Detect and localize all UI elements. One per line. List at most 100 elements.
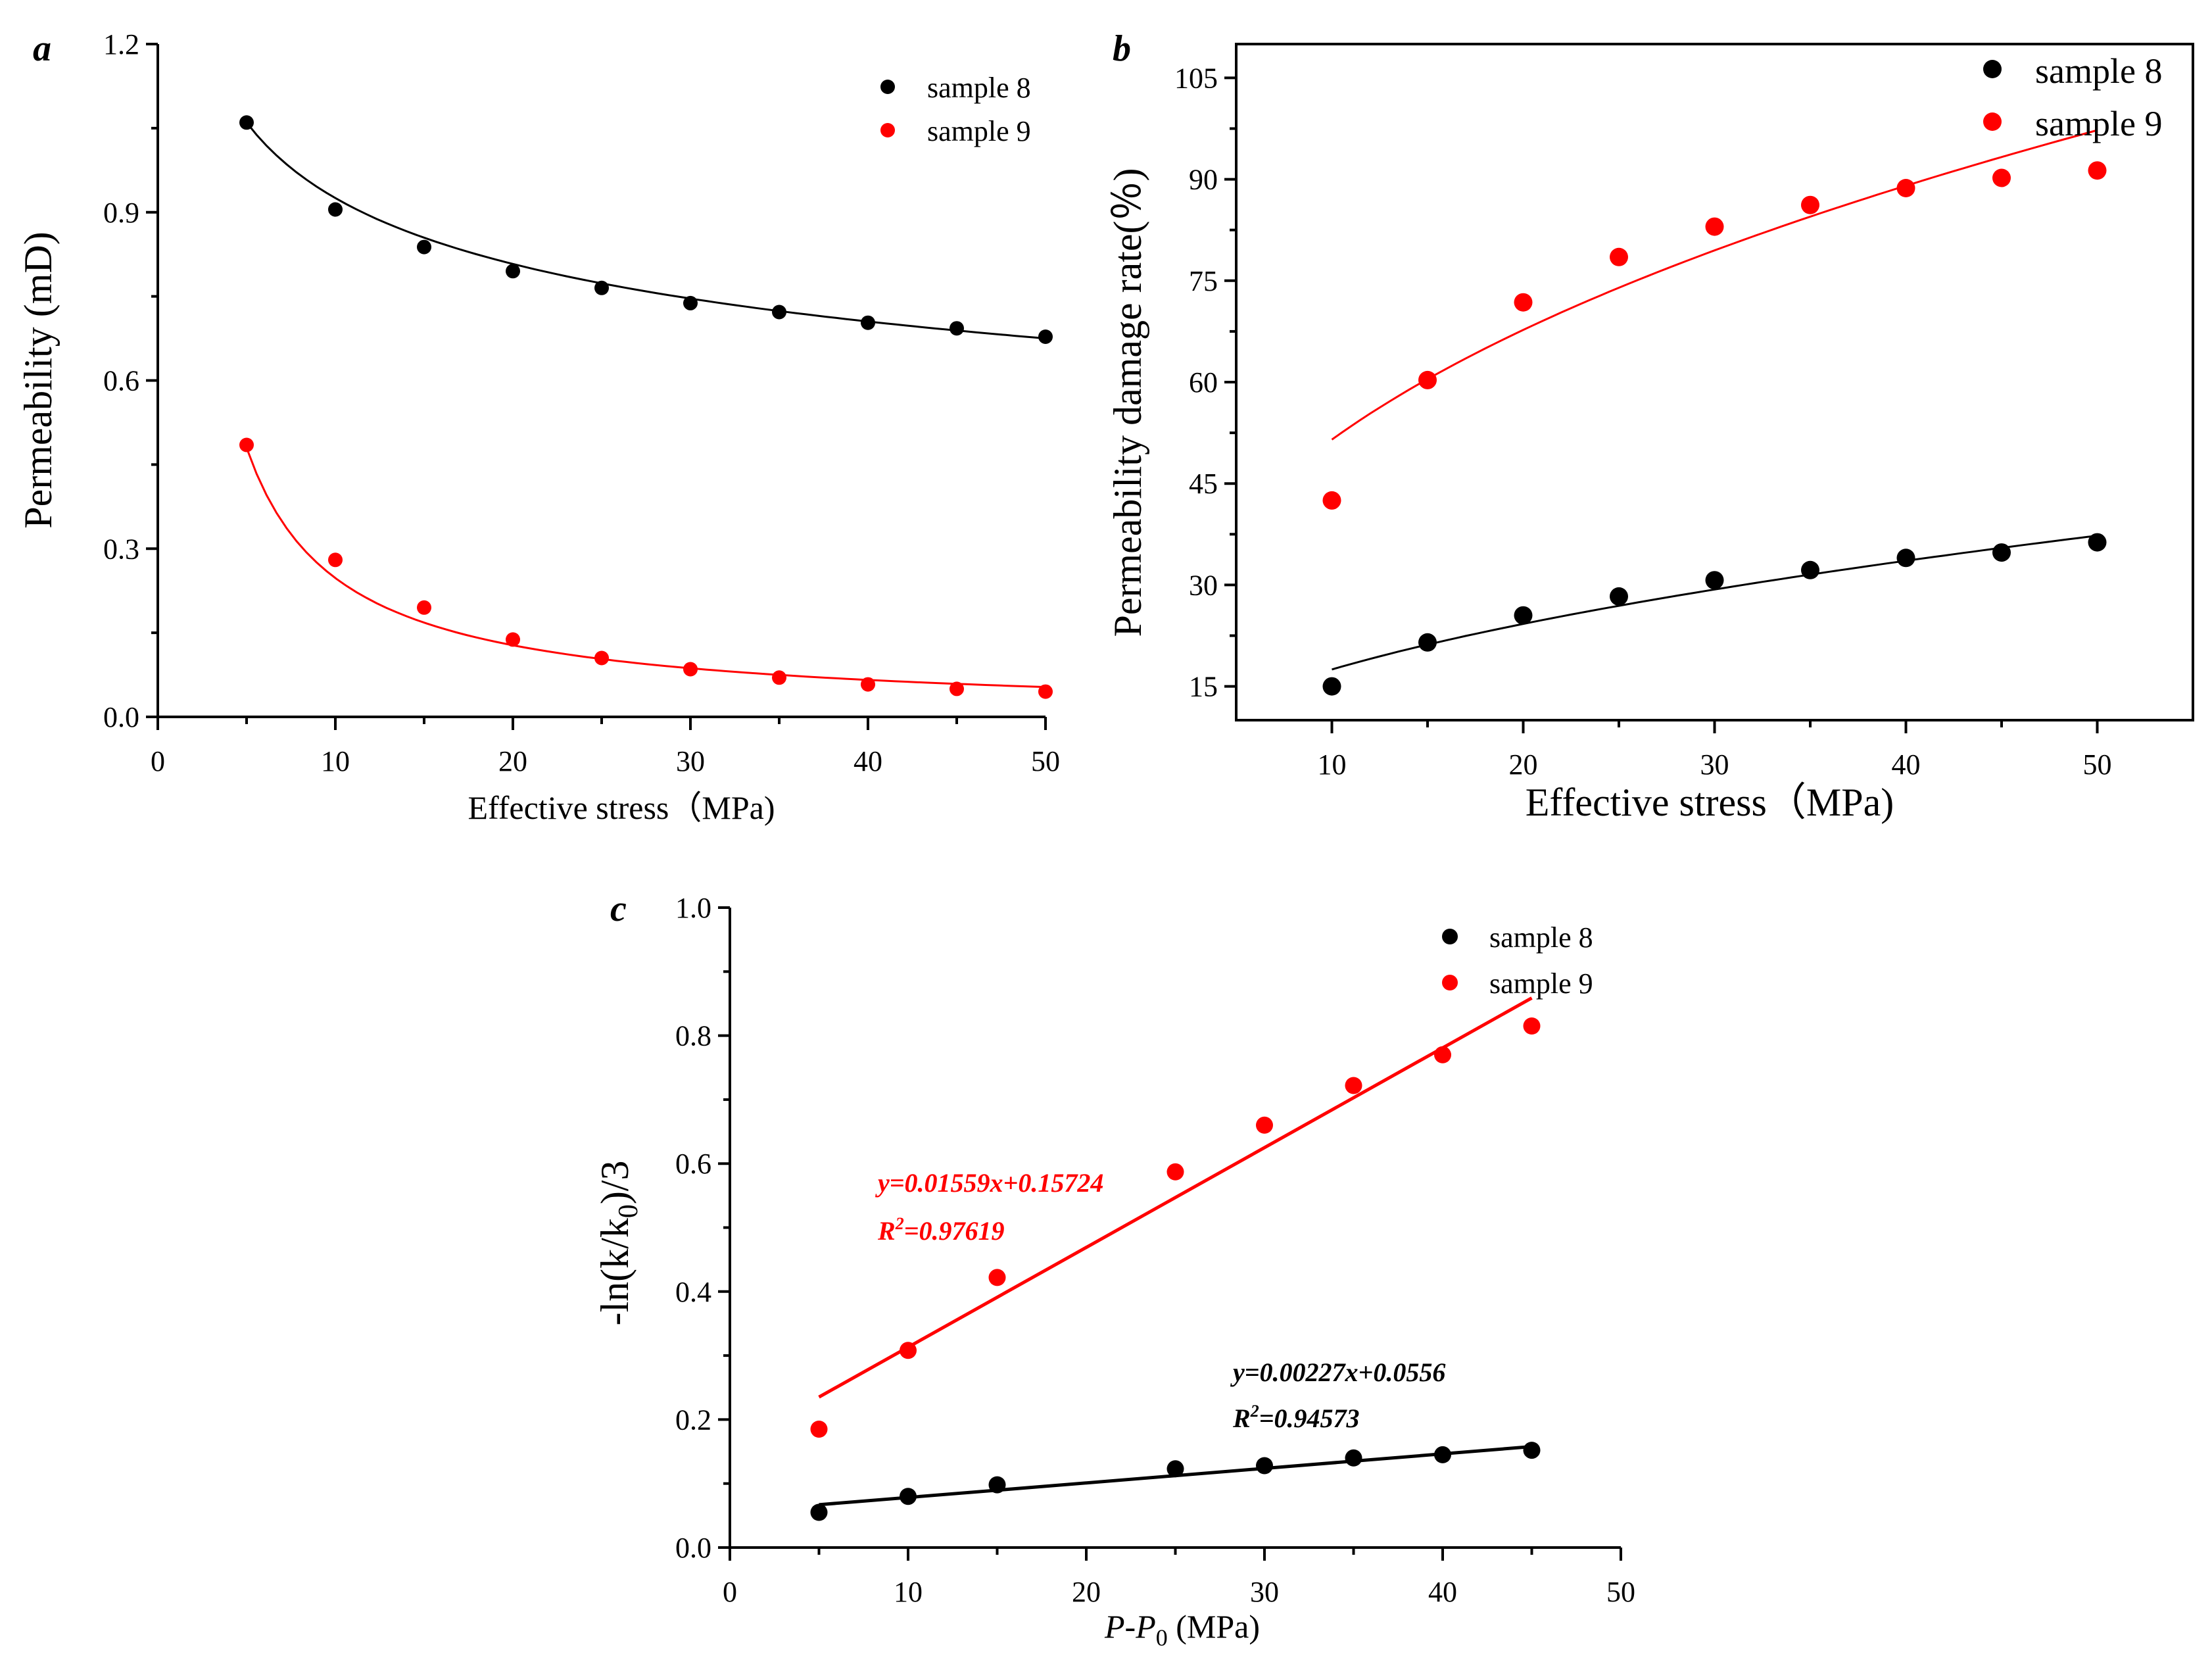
panel-b-point-sample-8 bbox=[1992, 543, 2011, 562]
panel-a-point-sample-9 bbox=[239, 437, 254, 452]
panel-a-point-sample-9 bbox=[1038, 684, 1053, 699]
panel-b-x-tick-label: 50 bbox=[2083, 748, 2112, 781]
panel-a-point-sample-9 bbox=[861, 677, 875, 692]
panel-c-r2-sample-9-value: =0.97619 bbox=[904, 1216, 1005, 1246]
panel-a-label: a bbox=[33, 28, 51, 69]
panel-b-legend-label-sample-9: sample 9 bbox=[2035, 104, 2162, 143]
panel-c-x-tick-label: 30 bbox=[1250, 1576, 1279, 1608]
panel-b-y-tick-label: 105 bbox=[1174, 62, 1218, 94]
panel-c-x-tick-label: 50 bbox=[1606, 1576, 1635, 1608]
panel-c-point-sample-9 bbox=[1434, 1046, 1451, 1063]
panel-b-point-sample-9 bbox=[1992, 168, 2011, 187]
panel-c-data-points bbox=[810, 1017, 1541, 1521]
panel-c-fit-sample-9 bbox=[818, 996, 1533, 1399]
panel-a-point-sample-9 bbox=[772, 670, 786, 685]
panel-b-legend-marker-sample-9 bbox=[1983, 112, 2002, 131]
panel-b-legend-marker-sample-8 bbox=[1983, 60, 2002, 78]
panel-b-point-sample-9 bbox=[1322, 491, 1341, 510]
panel-c-y-tick-label: 0.4 bbox=[675, 1276, 711, 1308]
panel-a-x-tick-label: 30 bbox=[676, 745, 705, 777]
panel-c-legend-marker-sample-8 bbox=[1442, 929, 1458, 944]
panel-a-point-sample-8 bbox=[861, 315, 875, 330]
panel-c-x-tick-label: 40 bbox=[1428, 1576, 1457, 1608]
panel-a-point-sample-9 bbox=[950, 681, 964, 696]
panel-c-r2-sample-8-value: =0.94573 bbox=[1259, 1404, 1360, 1433]
panel-c-equation-sample-9: y=0.01559x+0.15724 bbox=[875, 1168, 1103, 1198]
panel-a-point-sample-9 bbox=[683, 662, 698, 677]
panel-b-y-ticks: 15 30 45 60 75 90 105 bbox=[1174, 62, 1236, 703]
panel-c-y-ticks: 0.0 0.2 0.4 0.6 0.8 1.0 bbox=[675, 892, 730, 1564]
panel-c-y-axis-title: -ln(k/k0)/3 bbox=[593, 1161, 644, 1326]
panel-c-x-tick-label: 0 bbox=[723, 1576, 737, 1608]
panel-a-legend-marker-sample-9 bbox=[880, 123, 895, 137]
panel-a-x-tick-label: 10 bbox=[321, 745, 350, 777]
panel-a-y-tick-label: 0.9 bbox=[103, 197, 139, 229]
panel-b-y-tick-label: 90 bbox=[1189, 164, 1218, 196]
panel-c-r2-sample-8-prefix: R bbox=[1232, 1404, 1251, 1433]
panel-b-x-tick-label: 40 bbox=[1892, 748, 1921, 781]
panel-c-label: c bbox=[610, 889, 627, 929]
panel-c-x-tick-label: 10 bbox=[894, 1576, 923, 1608]
panel-a-y-tick-label: 0.3 bbox=[103, 533, 139, 565]
panel-a-fit-sample-9 bbox=[245, 447, 1046, 689]
panel-b-y-tick-label: 75 bbox=[1189, 265, 1218, 297]
panel-a-x-axis-title: Effective stress（MPa) bbox=[468, 789, 775, 826]
panel-c-point-sample-8 bbox=[900, 1488, 917, 1505]
panel-b-x-axis-title: Effective stress（MPa) bbox=[1526, 781, 1894, 824]
panel-c-r2-sample-9-exp: 2 bbox=[895, 1214, 904, 1233]
panel-c-y-tick-label: 0.2 bbox=[675, 1404, 711, 1436]
panel-a-point-sample-8 bbox=[1038, 330, 1053, 344]
panel-b-point-sample-9 bbox=[1514, 293, 1533, 312]
panel-c-r2-sample-9-prefix: R bbox=[877, 1216, 896, 1246]
panel-c-point-sample-9 bbox=[1166, 1163, 1184, 1181]
panel-b-fit-sample-8 bbox=[1332, 535, 2098, 671]
panel-c-fit-lines bbox=[818, 996, 1533, 1507]
panel-a-point-sample-8 bbox=[950, 321, 964, 336]
panel-b-legend-label-sample-8: sample 8 bbox=[2035, 51, 2162, 91]
panel-a-y-ticks: 0.0 0.3 0.6 0.9 1.2 bbox=[103, 28, 158, 733]
panel-b-x-tick-label: 20 bbox=[1509, 748, 1538, 781]
panel-b-point-sample-9 bbox=[1896, 179, 1915, 197]
panel-c-x-title-main: P-P bbox=[1104, 1608, 1156, 1645]
panel-a-y-tick-label: 0.0 bbox=[103, 701, 139, 733]
panel-a-point-sample-8 bbox=[506, 264, 520, 279]
panel-c-point-sample-9 bbox=[988, 1269, 1006, 1286]
panel-c-linear-fit-chart: c 0.00.20.40.60.81.0 0 10 20 30 40 50 -ln(k/k… bbox=[593, 889, 1635, 1651]
panel-b-point-sample-8 bbox=[1514, 606, 1533, 625]
panel-b-x-tick-label: 30 bbox=[1700, 748, 1729, 781]
panel-b-point-sample-8 bbox=[1896, 549, 1915, 568]
panel-b-point-sample-8 bbox=[1801, 560, 1819, 579]
panel-a-point-sample-9 bbox=[506, 632, 520, 647]
panel-b-y-axis-title: Permeability damage rate(％) bbox=[1106, 168, 1149, 637]
panel-a-point-sample-8 bbox=[772, 305, 786, 320]
panel-c-r2-sample-9: R2=0.97619 bbox=[877, 1214, 1004, 1246]
panel-c-x-ticks: 0 10 20 30 40 50 bbox=[723, 1548, 1635, 1608]
panel-c-y-tick-label: 0.6 bbox=[675, 1148, 711, 1180]
panel-b-point-sample-9 bbox=[1418, 370, 1437, 389]
panel-a-fit-curves bbox=[245, 122, 1046, 689]
panel-c-point-sample-9 bbox=[1345, 1077, 1362, 1094]
panel-b-fit-curves bbox=[1331, 129, 2098, 671]
panel-b-point-sample-8 bbox=[1418, 633, 1437, 652]
panel-a-x-tick-label: 0 bbox=[151, 745, 165, 777]
panel-c-r2-sample-8-exp: 2 bbox=[1250, 1402, 1259, 1421]
panel-a-point-sample-9 bbox=[417, 600, 431, 615]
panel-b-point-sample-8 bbox=[1322, 677, 1341, 696]
panel-a-legend-label-sample-9: sample 9 bbox=[927, 115, 1031, 147]
panel-c-point-sample-8 bbox=[1523, 1442, 1541, 1459]
panel-b-y-tick-label: 45 bbox=[1189, 468, 1218, 500]
panel-a-point-sample-8 bbox=[328, 202, 343, 217]
panel-b-point-sample-8 bbox=[1705, 571, 1724, 590]
panel-a-data-points bbox=[239, 115, 1053, 699]
panel-c-legend-marker-sample-9 bbox=[1442, 975, 1458, 990]
panel-c-point-sample-8 bbox=[1256, 1457, 1273, 1475]
panel-c-point-sample-8 bbox=[1434, 1446, 1451, 1463]
panel-a-x-tick-label: 20 bbox=[498, 745, 527, 777]
panel-c-y-tick-label: 0.0 bbox=[675, 1532, 711, 1564]
panel-a-fit-sample-8 bbox=[245, 122, 1046, 340]
panel-a-point-sample-8 bbox=[594, 280, 609, 295]
panel-b-point-sample-8 bbox=[1610, 587, 1628, 606]
panel-a-point-sample-9 bbox=[328, 552, 343, 568]
panel-c-r2-sample-8: R2=0.94573 bbox=[1232, 1402, 1359, 1433]
panel-a-permeability-chart: a 0.0 0.3 0.6 0.9 1.2 0 10 20 30 40 50 Permeabili… bbox=[16, 28, 1060, 826]
